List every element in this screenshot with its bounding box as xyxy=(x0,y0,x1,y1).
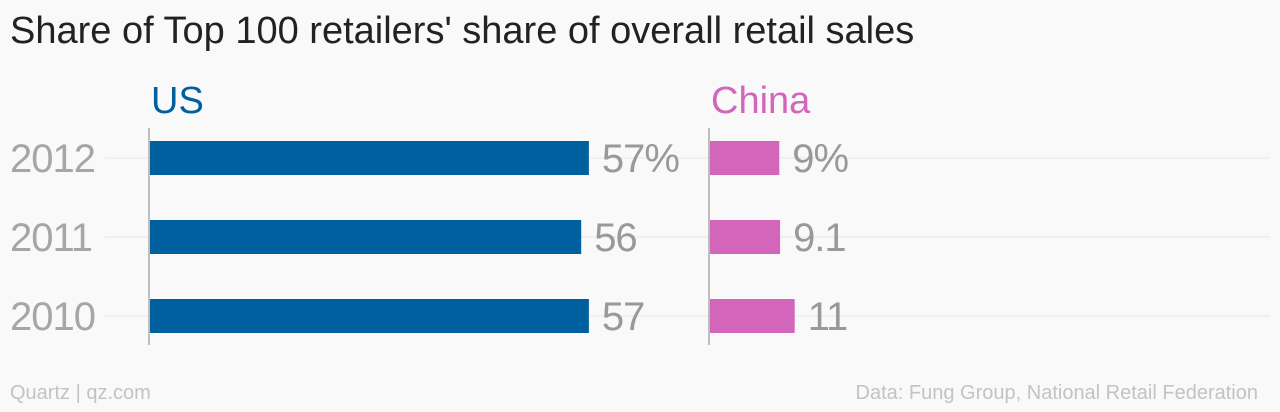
data-label: 56 xyxy=(594,216,637,260)
bar xyxy=(150,141,589,175)
bar xyxy=(710,141,780,175)
bar xyxy=(710,220,781,254)
footer-credit: Quartz | qz.com xyxy=(10,382,151,404)
category-label: 2011 xyxy=(10,216,92,260)
category-label: 2010 xyxy=(10,295,95,339)
chart-title: Share of Top 100 retailers' share of ove… xyxy=(10,10,915,52)
bar xyxy=(150,220,582,254)
data-label: 11 xyxy=(808,295,848,339)
data-label: 9% xyxy=(792,137,848,181)
bar xyxy=(150,299,589,333)
footer-data-source: Data: Fung Group, National Retail Federa… xyxy=(855,382,1258,404)
bar xyxy=(710,299,795,333)
bar-chart: 2012 2011 2010 US 57% 56 57 China 9% 9.1 11 xyxy=(10,80,1270,345)
series-label: China xyxy=(711,80,811,122)
data-label: 57 xyxy=(602,295,645,339)
data-label: 57% xyxy=(602,137,679,181)
category-label: 2012 xyxy=(10,137,95,181)
series-label: US xyxy=(151,80,204,122)
data-label: 9.1 xyxy=(793,216,846,260)
